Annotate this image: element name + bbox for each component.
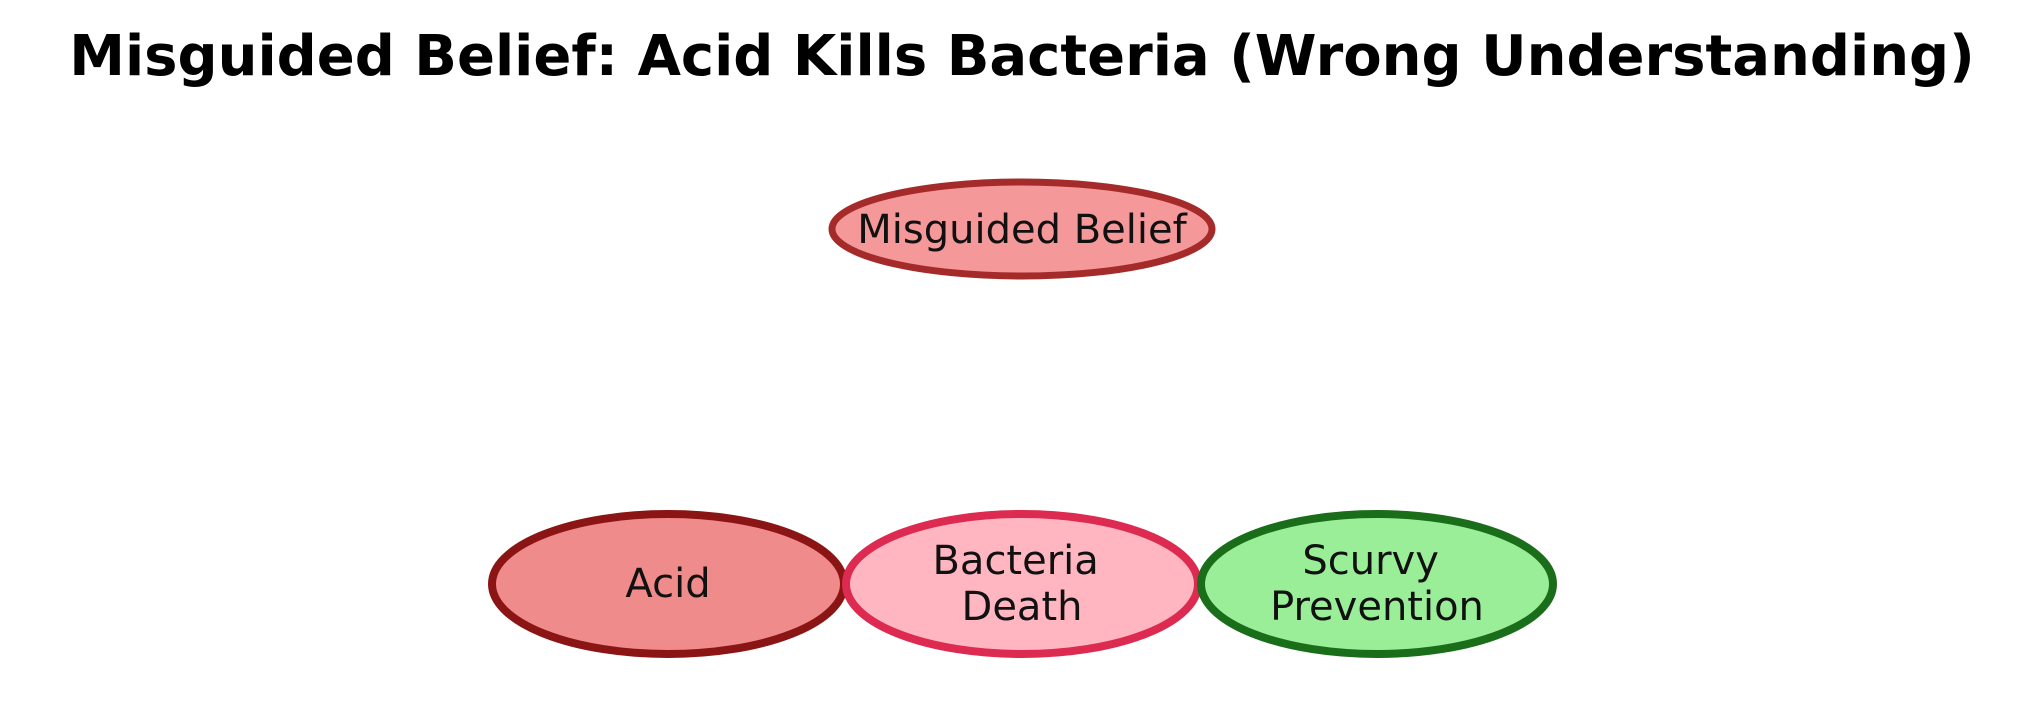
- node-scurvy-prevention-line-1: Scurvy: [1302, 538, 1439, 584]
- node-scurvy-prevention-label: Scurvy Prevention: [1270, 538, 1484, 630]
- node-bacteria-death-line-2: Death: [962, 584, 1083, 630]
- node-scurvy-prevention-line-2: Prevention: [1270, 584, 1484, 630]
- node-misguided-belief-label: Misguided Belief: [857, 207, 1187, 253]
- node-acid-label: Acid: [625, 561, 710, 607]
- node-scurvy-prevention: Scurvy Prevention: [1197, 510, 1557, 658]
- node-misguided-belief: Misguided Belief: [828, 178, 1216, 280]
- node-misguided-belief-shape: [828, 178, 1216, 280]
- node-scurvy-prevention-shape: [1197, 510, 1557, 658]
- diagram-title: Misguided Belief: Acid Kills Bacteria (W…: [69, 24, 1975, 89]
- node-acid-line-1: Acid: [625, 561, 710, 607]
- node-misguided-belief-line-1: Misguided Belief: [857, 207, 1187, 253]
- node-bacteria-death: Bacteria Death: [842, 510, 1202, 658]
- node-bacteria-death-label: Bacteria Death: [932, 538, 1111, 630]
- node-bacteria-death-line-1: Bacteria: [932, 538, 1098, 584]
- node-acid: Acid: [488, 510, 848, 658]
